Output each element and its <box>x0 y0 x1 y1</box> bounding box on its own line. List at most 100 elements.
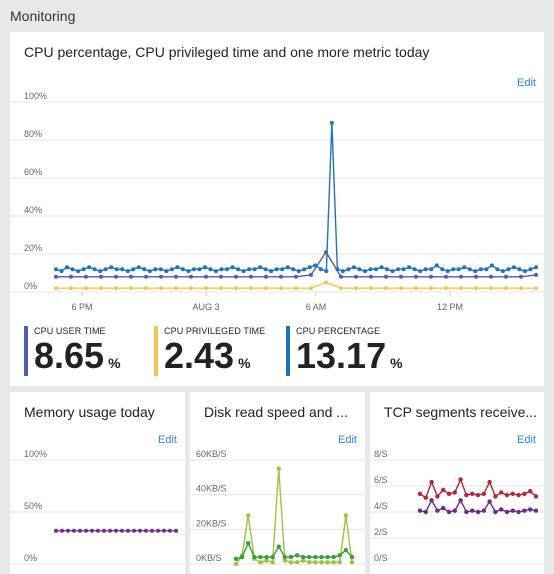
cpu-series-point-0 <box>109 265 114 270</box>
disk-series-point-0 <box>313 560 318 565</box>
cpu-series-point-0 <box>219 267 224 272</box>
cpu-series-point-0 <box>169 267 174 272</box>
memory-y-tick-label: 0% <box>24 553 37 563</box>
cpu-series-point-2 <box>429 286 433 291</box>
legend-cpu-user-time-label: CPU USER TIME <box>34 326 106 336</box>
cpu-series-point-2 <box>69 286 73 291</box>
cpu-series-point-0 <box>164 269 169 274</box>
disk-series-point-1 <box>239 554 245 560</box>
disk-series-point-0 <box>282 558 288 563</box>
tcp-series-point-1 <box>493 509 498 515</box>
tcp-series-point-0 <box>464 492 469 498</box>
cpu-series-point-0 <box>368 267 373 272</box>
cpu-series-point-0 <box>329 120 334 125</box>
tcp-series-point-1 <box>504 509 510 515</box>
memory-series-point-0 <box>174 528 178 533</box>
disk-series-point-1 <box>258 554 263 560</box>
disk-tile[interactable]: Disk read speed and ... Edit 60KB/S 40KB/… <box>190 392 365 574</box>
tcp-series-point-1 <box>510 508 515 513</box>
memory-tile[interactable]: Memory usage today Edit 100% 50% 0% <box>10 392 185 574</box>
tcp-series-point-0 <box>446 491 452 496</box>
legend-cpu-percentage: CPU PERCENTAGE 13.17% <box>286 326 426 376</box>
cpu-series-point-0 <box>280 267 285 272</box>
tcp-series-point-0 <box>429 479 434 485</box>
disk-y-tick-label: 60KB/S <box>196 449 227 459</box>
cpu-series-point-0 <box>506 267 511 272</box>
tcp-tile-title: TCP segments receive... <box>384 404 538 420</box>
disk-series-point-0 <box>343 513 349 518</box>
disk-series-point-1 <box>270 554 275 560</box>
disk-tile-title: Disk read speed and ... <box>204 404 348 420</box>
memory-series-point-0 <box>150 528 154 533</box>
legend-cpu-percentage-value: 13.17 <box>296 335 387 376</box>
cpu-series-point-0 <box>451 267 456 272</box>
disk-series-point-1 <box>246 541 251 546</box>
cpu-series-point-0 <box>522 269 527 274</box>
disk-series-point-0 <box>276 466 281 471</box>
cpu-series-point-0 <box>263 267 268 272</box>
cpu-series-point-2 <box>504 286 508 291</box>
tcp-series-point-0 <box>528 489 533 494</box>
tcp-series-point-0 <box>522 491 527 496</box>
tcp-series-point-1 <box>423 509 428 515</box>
cpu-series-point-2 <box>234 286 238 291</box>
memory-series-point-0 <box>114 528 118 533</box>
cpu-series-point-2 <box>174 286 178 291</box>
cpu-y-tick-label: 60% <box>24 167 42 177</box>
memory-series-point-0 <box>138 528 142 533</box>
memory-series-point-0 <box>84 528 88 533</box>
disk-series-point-1 <box>337 553 342 558</box>
tcp-tile[interactable]: TCP segments receive... Edit 8/S 6/S 4/S 2/… <box>370 392 544 574</box>
cpu-series-point-0 <box>87 265 92 270</box>
cpu-series-point-2 <box>384 286 388 291</box>
cpu-tile-edit-link[interactable]: Edit <box>517 77 536 89</box>
cpu-series-point-2 <box>474 286 478 291</box>
cpu-series-point-1 <box>339 274 343 279</box>
disk-tile-edit-link[interactable]: Edit <box>338 434 357 446</box>
cpu-series-point-0 <box>241 269 246 274</box>
cpu-series-point-1 <box>84 274 88 279</box>
cpu-series-point-0 <box>136 265 141 270</box>
cpu-series-point-1 <box>429 274 433 279</box>
memory-tile-edit-link[interactable]: Edit <box>158 434 177 446</box>
cpu-series-point-0 <box>511 265 516 270</box>
cpu-series-point-1 <box>144 274 148 279</box>
cpu-tile[interactable]: CPU percentage, CPU privileged time and … <box>10 32 544 386</box>
cpu-series-point-0 <box>180 267 185 272</box>
memory-series-point-0 <box>96 528 100 533</box>
cpu-series-point-0 <box>462 265 467 270</box>
tcp-series-point-1 <box>533 508 539 513</box>
cpu-series-point-0 <box>247 267 252 272</box>
cpu-series-point-0 <box>318 267 323 272</box>
cpu-series-point-2 <box>459 286 463 291</box>
cpu-series-point-0 <box>120 267 125 272</box>
tcp-series-point-1 <box>435 508 440 513</box>
disk-series-point-1 <box>331 554 336 560</box>
tcp-tile-edit-link[interactable]: Edit <box>517 434 536 446</box>
cpu-series-point-2 <box>339 286 343 291</box>
cpu-series-point-0 <box>125 269 130 274</box>
disk-series-point-0 <box>331 560 336 565</box>
cpu-series-point-0 <box>230 265 235 270</box>
tcp-series-point-1 <box>417 508 423 513</box>
cpu-series-point-1 <box>489 274 493 279</box>
cpu-series-point-1 <box>189 274 193 279</box>
cpu-y-tick-label: 20% <box>24 243 42 253</box>
legend-cpu-user-time: CPU USER TIME 8.65% <box>24 326 154 376</box>
cpu-series-point-0 <box>495 267 500 272</box>
cpu-series-point-0 <box>65 265 70 270</box>
disk-series-point-1 <box>349 554 355 560</box>
tcp-series-point-1 <box>475 509 481 515</box>
tcp-series-point-0 <box>516 492 521 498</box>
tcp-y-tick-label: 8/S <box>374 449 388 459</box>
memory-series-point-0 <box>72 528 76 533</box>
cpu-series-point-0 <box>517 267 522 272</box>
cpu-series-point-2 <box>369 286 373 291</box>
cpu-series-point-0 <box>456 267 461 272</box>
tcp-series-point-1 <box>452 508 457 513</box>
cpu-series-point-1 <box>474 274 478 279</box>
cpu-series-point-1 <box>354 274 358 279</box>
cpu-series-point-0 <box>54 267 58 272</box>
disk-series-point-1 <box>233 556 239 561</box>
memory-series-point-0 <box>132 528 136 533</box>
